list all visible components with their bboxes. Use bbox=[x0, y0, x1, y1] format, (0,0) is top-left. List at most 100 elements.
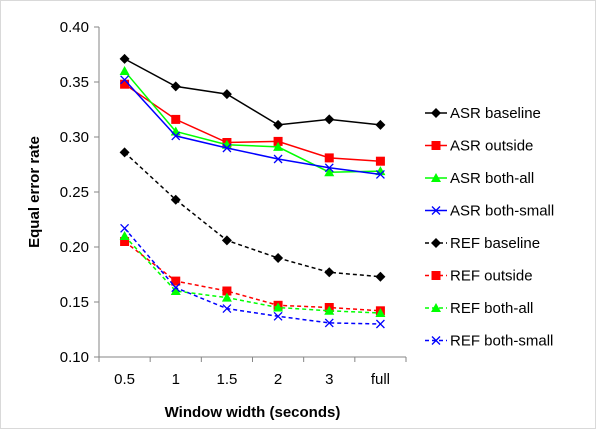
data-point bbox=[273, 154, 283, 164]
data-point bbox=[324, 305, 335, 315]
data-point bbox=[170, 286, 181, 295]
data-point bbox=[120, 79, 130, 89]
data-point bbox=[120, 223, 130, 233]
data-point bbox=[273, 302, 284, 312]
data-point bbox=[324, 167, 335, 177]
data-point bbox=[119, 66, 130, 75]
series-line bbox=[124, 235, 381, 314]
marker-stroke bbox=[324, 163, 334, 173]
x-tick-labels: 0.5 1 1.5 2 3 full bbox=[114, 371, 390, 388]
y-tick-label: 0.25 bbox=[60, 184, 89, 201]
data-point bbox=[324, 114, 335, 125]
series-layer bbox=[119, 53, 386, 329]
data-point bbox=[375, 319, 385, 329]
data-point bbox=[222, 143, 232, 153]
x-tick-label: 1 bbox=[172, 371, 180, 388]
x-axis-title: Window width (seconds) bbox=[165, 404, 341, 421]
data-point bbox=[171, 276, 181, 286]
y-tick-label: 0.10 bbox=[60, 349, 89, 366]
legend-entry-asr-both-small: ASR both-small bbox=[425, 203, 554, 220]
x-tick-label: 2 bbox=[274, 371, 282, 388]
legend: ASR baseline ASR outside ASR both-all ASR b… bbox=[425, 105, 554, 350]
data-point bbox=[375, 308, 386, 317]
series-asr-both-small bbox=[120, 75, 385, 179]
legend-entry-ref-both-all: REF both-all bbox=[425, 300, 533, 317]
series-ref-both-small bbox=[120, 223, 385, 329]
data-point bbox=[221, 235, 232, 246]
data-point bbox=[120, 75, 130, 85]
data-point bbox=[324, 267, 335, 278]
series-ref-both-all bbox=[119, 231, 386, 317]
data-point bbox=[375, 166, 386, 176]
legend-marker bbox=[431, 173, 441, 182]
data-point bbox=[375, 156, 385, 166]
data-point bbox=[171, 114, 181, 124]
y-tick-label: 0.30 bbox=[60, 129, 89, 146]
data-point bbox=[273, 136, 283, 146]
legend-label: REF baseline bbox=[450, 235, 540, 252]
marker-stroke bbox=[431, 206, 441, 215]
legend-entry-ref-both-small: REF both-small bbox=[425, 333, 553, 350]
series-line bbox=[124, 58, 381, 126]
legend-label: ASR outside bbox=[450, 138, 533, 155]
marker-stroke bbox=[273, 311, 283, 321]
data-point bbox=[119, 53, 130, 64]
legend-marker bbox=[431, 206, 441, 215]
x-tick-label: 3 bbox=[325, 371, 333, 388]
x-tick-label: full bbox=[371, 371, 390, 388]
y-tick-labels: 0.10 0.15 0.20 0.25 0.30 0.35 0.40 bbox=[60, 19, 89, 366]
data-point bbox=[273, 311, 283, 321]
legend-entry-asr-outside: ASR outside bbox=[425, 138, 533, 155]
series-ref-baseline bbox=[119, 147, 386, 282]
legend-label: REF outside bbox=[450, 268, 533, 285]
legend-label: ASR both-all bbox=[450, 170, 534, 187]
marker-stroke bbox=[222, 304, 232, 314]
marker-stroke bbox=[431, 336, 441, 345]
legend-marker bbox=[431, 336, 441, 345]
y-tick-label: 0.15 bbox=[60, 294, 89, 311]
data-point bbox=[170, 81, 181, 92]
legend-marker bbox=[431, 238, 441, 248]
x-tick-label: 1.5 bbox=[216, 371, 237, 388]
marker-stroke bbox=[120, 223, 130, 233]
x-tick-label: 0.5 bbox=[114, 371, 135, 388]
legend-label: ASR baseline bbox=[450, 105, 541, 122]
series-asr-baseline bbox=[119, 53, 386, 130]
data-point bbox=[222, 286, 232, 296]
data-point bbox=[375, 169, 385, 179]
data-point bbox=[119, 147, 130, 158]
data-point bbox=[170, 194, 181, 205]
legend-label: REF both-all bbox=[450, 300, 533, 317]
data-point bbox=[120, 237, 130, 246]
series-line bbox=[124, 83, 381, 162]
legend-marker bbox=[431, 303, 441, 312]
data-point bbox=[171, 283, 181, 293]
data-point bbox=[273, 141, 284, 151]
legend-marker bbox=[431, 108, 441, 118]
marker-stroke bbox=[171, 283, 181, 293]
marker-stroke bbox=[324, 318, 334, 328]
marker-stroke bbox=[273, 154, 283, 164]
marker-stroke bbox=[222, 143, 232, 153]
marker-stroke bbox=[375, 319, 385, 329]
data-point bbox=[324, 318, 334, 328]
legend-entry-ref-outside: REF outside bbox=[425, 268, 533, 285]
data-point bbox=[273, 253, 284, 263]
y-tick-label: 0.35 bbox=[60, 74, 89, 91]
y-tick-label: 0.40 bbox=[60, 19, 89, 36]
y-tick-label: 0.20 bbox=[60, 239, 89, 256]
series-line bbox=[124, 227, 381, 325]
axes bbox=[94, 26, 407, 362]
legend-marker bbox=[431, 141, 441, 150]
legend-entry-ref-baseline: REF baseline bbox=[425, 235, 540, 252]
series-line bbox=[124, 240, 381, 312]
marker-stroke bbox=[375, 169, 385, 179]
series-line bbox=[124, 70, 381, 173]
legend-entry-asr-both-all: ASR both-all bbox=[425, 170, 534, 187]
marker-stroke bbox=[120, 75, 130, 85]
series-line bbox=[124, 79, 381, 176]
data-point bbox=[221, 89, 232, 100]
data-point bbox=[273, 119, 284, 130]
